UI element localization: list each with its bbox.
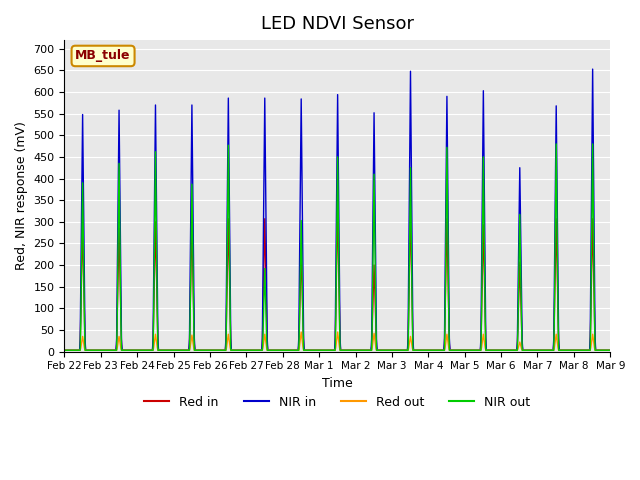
Red out (607, 348, 614, 353)
Title: LED NDVI Sensor: LED NDVI Sensor (261, 15, 414, 33)
Red in (607, 348, 614, 353)
Text: MB_tule: MB_tule (76, 49, 131, 62)
Red in (450, 348, 458, 353)
Red out (532, 348, 540, 353)
Red out (298, 329, 305, 335)
Line: NIR in: NIR in (65, 69, 611, 350)
Line: Red out: Red out (65, 332, 611, 350)
Red in (61, 348, 68, 353)
NIR out (294, 348, 301, 353)
Red out (450, 348, 458, 353)
Red out (203, 348, 211, 353)
Y-axis label: Red, NIR response (mV): Red, NIR response (mV) (15, 121, 28, 270)
NIR out (61, 348, 68, 353)
Red out (294, 348, 301, 353)
NIR in (61, 348, 68, 353)
X-axis label: Time: Time (322, 377, 353, 390)
NIR in (294, 348, 301, 353)
NIR out (203, 348, 211, 353)
Red in (532, 348, 540, 353)
NIR in (472, 348, 479, 353)
Red out (472, 348, 480, 353)
Red in (294, 348, 301, 353)
NIR out (449, 348, 457, 353)
Red out (120, 348, 128, 353)
Line: NIR out: NIR out (65, 144, 611, 350)
NIR out (472, 348, 479, 353)
NIR in (449, 348, 457, 353)
NIR in (532, 348, 540, 353)
Red out (61, 348, 68, 353)
NIR in (120, 348, 128, 353)
Red in (334, 204, 342, 209)
NIR out (607, 348, 614, 353)
NIR out (532, 348, 540, 353)
NIR out (120, 348, 128, 353)
NIR out (552, 141, 560, 147)
NIR in (607, 348, 614, 353)
Red in (120, 348, 128, 353)
Red in (472, 348, 480, 353)
Legend: Red in, NIR in, Red out, NIR out: Red in, NIR in, Red out, NIR out (140, 391, 535, 414)
Red in (203, 348, 211, 353)
Line: Red in: Red in (65, 206, 611, 350)
NIR in (203, 348, 211, 353)
NIR in (589, 66, 596, 72)
